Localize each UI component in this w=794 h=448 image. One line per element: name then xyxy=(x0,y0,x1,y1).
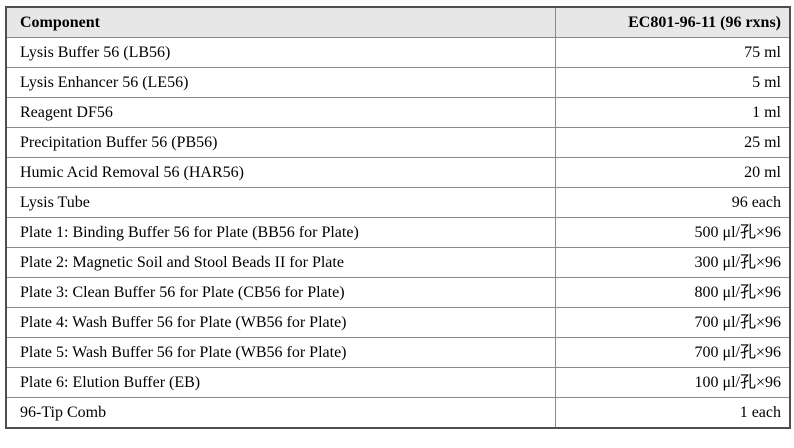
table-row: Reagent DF56 1 ml xyxy=(5,97,791,128)
table-row: Plate 5: Wash Buffer 56 for Plate (WB56 … xyxy=(5,337,791,368)
amount-cell: 100 μl/孔×96 xyxy=(554,367,791,398)
component-cell: Plate 5: Wash Buffer 56 for Plate (WB56 … xyxy=(5,337,556,368)
table-row: Plate 2: Magnetic Soil and Stool Beads I… xyxy=(5,247,791,278)
amount-cell: 25 ml xyxy=(554,127,791,158)
amount-cell: 96 each xyxy=(554,187,791,218)
amount-cell: 700 μl/孔×96 xyxy=(554,307,791,338)
amount-cell: 5 ml xyxy=(554,67,791,98)
component-cell: Lysis Enhancer 56 (LE56) xyxy=(5,67,556,98)
component-cell: 96-Tip Comb xyxy=(5,397,556,429)
table-row: Plate 3: Clean Buffer 56 for Plate (CB56… xyxy=(5,277,791,308)
table-row: Lysis Buffer 56 (LB56) 75 ml xyxy=(5,37,791,68)
kit-components-table: Component EC801-96-11 (96 rxns) Lysis Bu… xyxy=(5,6,791,429)
amount-cell: 500 μl/孔×96 xyxy=(554,217,791,248)
component-cell: Lysis Tube xyxy=(5,187,556,218)
amount-cell: 1 each xyxy=(554,397,791,429)
table-row: Lysis Enhancer 56 (LE56) 5 ml xyxy=(5,67,791,98)
table-row: Precipitation Buffer 56 (PB56) 25 ml xyxy=(5,127,791,158)
table-row: Plate 1: Binding Buffer 56 for Plate (BB… xyxy=(5,217,791,248)
component-cell: Humic Acid Removal 56 (HAR56) xyxy=(5,157,556,188)
table-header: Component EC801-96-11 (96 rxns) xyxy=(5,6,791,38)
component-cell: Plate 2: Magnetic Soil and Stool Beads I… xyxy=(5,247,556,278)
amount-cell: 1 ml xyxy=(554,97,791,128)
component-cell: Reagent DF56 xyxy=(5,97,556,128)
kit-components-table-container: Component EC801-96-11 (96 rxns) Lysis Bu… xyxy=(5,6,791,429)
header-cell-amount: EC801-96-11 (96 rxns) xyxy=(554,6,791,38)
table-row: Humic Acid Removal 56 (HAR56) 20 ml xyxy=(5,157,791,188)
component-cell: Precipitation Buffer 56 (PB56) xyxy=(5,127,556,158)
table-row: 96-Tip Comb 1 each xyxy=(5,397,791,429)
table-body: Lysis Buffer 56 (LB56) 75 ml Lysis Enhance… xyxy=(5,37,791,429)
component-cell: Plate 1: Binding Buffer 56 for Plate (BB… xyxy=(5,217,556,248)
amount-cell: 20 ml xyxy=(554,157,791,188)
header-row: Component EC801-96-11 (96 rxns) xyxy=(5,6,791,38)
table-row: Plate 6: Elution Buffer (EB) 100 μl/孔×96 xyxy=(5,367,791,398)
component-cell: Plate 6: Elution Buffer (EB) xyxy=(5,367,556,398)
component-cell: Plate 4: Wash Buffer 56 for Plate (WB56 … xyxy=(5,307,556,338)
component-cell: Plate 3: Clean Buffer 56 for Plate (CB56… xyxy=(5,277,556,308)
amount-cell: 300 μl/孔×96 xyxy=(554,247,791,278)
component-cell: Lysis Buffer 56 (LB56) xyxy=(5,37,556,68)
amount-cell: 800 μl/孔×96 xyxy=(554,277,791,308)
header-cell-component: Component xyxy=(5,6,556,38)
amount-cell: 75 ml xyxy=(554,37,791,68)
table-row: Lysis Tube 96 each xyxy=(5,187,791,218)
table-row: Plate 4: Wash Buffer 56 for Plate (WB56 … xyxy=(5,307,791,338)
amount-cell: 700 μl/孔×96 xyxy=(554,337,791,368)
